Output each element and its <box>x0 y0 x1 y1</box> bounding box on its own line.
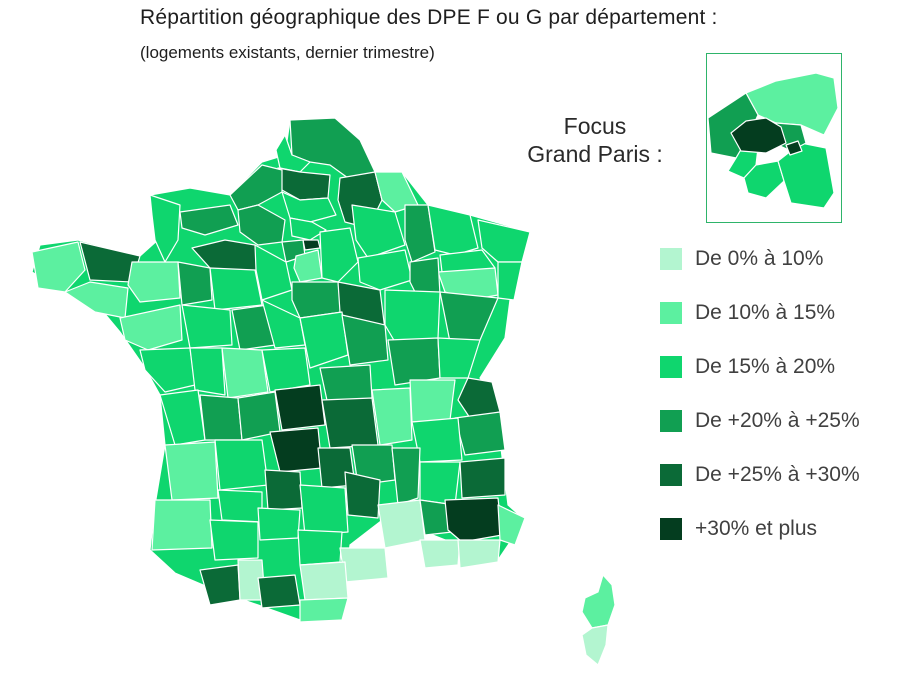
legend-swatch-1 <box>660 302 682 324</box>
department-seine-et-marne[interactable] <box>319 227 359 283</box>
department-bouches-du-rhone[interactable] <box>419 539 461 569</box>
department-pyrenees-atlantiques[interactable] <box>199 564 241 606</box>
grand-paris-inset-map <box>707 72 839 209</box>
department-loire[interactable] <box>371 387 413 446</box>
department-meuse[interactable] <box>404 204 436 263</box>
legend-label-3: De +20% à +25% <box>695 409 860 432</box>
legend-swatch-4 <box>660 464 682 486</box>
legend-swatch-2 <box>660 356 682 378</box>
departments <box>31 117 531 623</box>
department-alpes-de-haute-provence[interactable] <box>444 497 503 543</box>
focus-label-line1: Focus <box>563 113 627 139</box>
grand-paris-inset-frame <box>706 53 842 223</box>
department-haut-rhin[interactable] <box>497 261 523 301</box>
department-tarn-et-garonne[interactable] <box>257 507 301 541</box>
legend-label-4: De +25% à +30% <box>695 463 860 486</box>
focus-grand-paris-label: Focus Grand Paris : <box>500 112 690 168</box>
department-marne[interactable] <box>351 204 406 259</box>
department-essonne[interactable] <box>293 249 323 283</box>
department-creuse[interactable] <box>274 384 326 431</box>
focus-label-line2: Grand Paris : <box>527 141 663 167</box>
legend-swatch-0 <box>660 248 682 270</box>
department-alpes-maritimes[interactable] <box>497 504 526 546</box>
department-dordogne[interactable] <box>214 439 269 491</box>
department-gard[interactable] <box>377 499 426 549</box>
corsica-north <box>581 573 616 629</box>
department-vendee[interactable] <box>139 347 196 393</box>
legend-swatch-5 <box>660 518 682 540</box>
department-hautes-alpes[interactable] <box>459 457 506 499</box>
department-vienne[interactable] <box>221 347 269 399</box>
department-paris-petite-couronne[interactable] <box>302 239 321 251</box>
legend-label-2: De 15% à 20% <box>695 355 836 378</box>
map-title: Répartition géographique des DPE F ou G … <box>140 6 718 29</box>
department-ariege[interactable] <box>257 574 301 609</box>
department-lot-et-garonne[interactable] <box>217 489 263 523</box>
department-tarn[interactable] <box>297 529 343 566</box>
department-lozere[interactable] <box>344 471 381 519</box>
department-drome[interactable] <box>419 461 461 506</box>
department-morbihan[interactable] <box>64 281 129 319</box>
department-maine-et-loire[interactable] <box>181 304 233 349</box>
department-saone-et-loire[interactable] <box>387 337 441 386</box>
department-deux-sevres[interactable] <box>189 347 226 396</box>
department-pyrenees-orientales[interactable] <box>299 597 349 623</box>
inset-seine-et-marne[interactable] <box>777 142 835 209</box>
legend-swatch-3 <box>660 410 682 432</box>
department-nievre[interactable] <box>341 314 389 366</box>
department-savoie[interactable] <box>454 411 506 456</box>
legend-label-1: De 10% à 15% <box>695 301 836 324</box>
department-charente[interactable] <box>199 394 243 441</box>
department-correze[interactable] <box>269 427 323 473</box>
department-aube[interactable] <box>357 249 413 291</box>
department-loire-atlantique[interactable] <box>119 304 183 351</box>
department-aude[interactable] <box>299 561 349 601</box>
department-lot[interactable] <box>264 469 303 511</box>
department-ille-et-vilaine[interactable] <box>127 261 181 303</box>
inset-val-de-marne[interactable] <box>785 140 803 156</box>
department-var[interactable] <box>457 539 501 569</box>
department-gers[interactable] <box>209 519 259 561</box>
department-herault[interactable] <box>339 547 389 583</box>
inset-paris[interactable] <box>730 117 787 154</box>
department-cote-dor[interactable] <box>384 289 441 343</box>
department-val-doise[interactable] <box>289 217 327 241</box>
department-finistere[interactable] <box>31 241 86 293</box>
department-aveyron[interactable] <box>299 484 349 536</box>
department-indre[interactable] <box>261 347 311 393</box>
department-meurthe-moselle[interactable] <box>427 204 479 256</box>
legend-label-0: De 0% à 10% <box>695 247 824 270</box>
department-ardeche[interactable] <box>391 447 421 506</box>
department-sarthe[interactable] <box>209 267 263 311</box>
department-rhone-ain[interactable] <box>409 379 456 423</box>
map-subtitle: (logements existants, dernier trimestre) <box>140 43 435 62</box>
department-gironde[interactable] <box>164 441 219 501</box>
department-calvados[interactable] <box>179 204 239 236</box>
department-mayenne[interactable] <box>177 261 213 306</box>
department-puy-de-dome[interactable] <box>321 397 379 449</box>
department-landes[interactable] <box>151 499 213 551</box>
department-eure-et-loir[interactable] <box>254 244 293 301</box>
legend-label-5: +30% et plus <box>695 517 818 540</box>
corsica-south <box>581 624 609 666</box>
